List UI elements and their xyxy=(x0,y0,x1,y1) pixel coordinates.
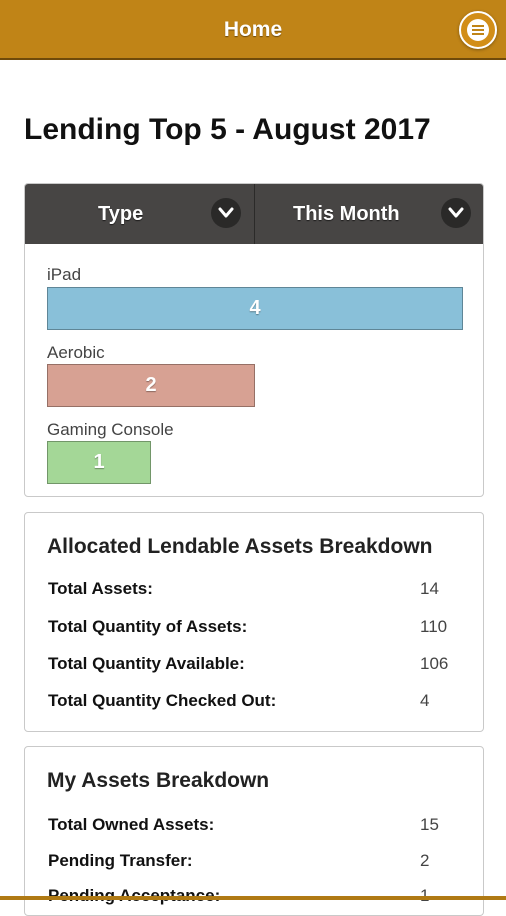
menu-icon-inner xyxy=(467,19,489,41)
stat-value: 1 xyxy=(420,886,429,906)
stat-label: Total Assets: xyxy=(48,579,153,598)
stat-label: Total Quantity Checked Out: xyxy=(48,691,277,710)
lending-chart-panel: Type This Month iPad 4 Aerobic 2 Gaming … xyxy=(24,183,484,497)
stat-label: Total Quantity of Assets: xyxy=(48,617,248,636)
menu-line xyxy=(472,29,484,31)
app-header: Home xyxy=(0,0,506,60)
page-title: Lending Top 5 - August 2017 xyxy=(24,113,431,146)
stat-value: 14 xyxy=(420,579,439,598)
chart-bar: 2 xyxy=(47,364,255,407)
stat-value: 2 xyxy=(420,851,430,870)
stat-value: 106 xyxy=(420,654,449,673)
chevron-down-icon xyxy=(211,198,241,228)
stat-label: Pending Transfer: xyxy=(48,851,193,870)
chart-bar: 1 xyxy=(47,441,151,484)
type-selector[interactable]: Type xyxy=(25,184,254,244)
header-title: Home xyxy=(223,18,283,41)
my-assets-card: My Assets Breakdown Total Owned Assets: … xyxy=(24,746,484,916)
type-selector-label: Type xyxy=(98,203,144,225)
allocated-card-title: Allocated Lendable Assets Breakdown xyxy=(47,535,433,558)
hamburger-menu-icon[interactable] xyxy=(459,11,497,49)
chart-bar: 4 xyxy=(47,287,463,330)
menu-line xyxy=(472,33,484,35)
stat-label: Total Owned Assets: xyxy=(48,815,215,834)
my-assets-card-title: My Assets Breakdown xyxy=(47,769,270,792)
filter-bar: Type This Month xyxy=(25,184,483,244)
period-selector-label: This Month xyxy=(293,203,400,225)
bar-category-label: Gaming Console xyxy=(47,420,174,439)
stat-value: 110 xyxy=(420,617,448,636)
bar-category-label: Aerobic xyxy=(47,343,105,362)
stat-value: 4 xyxy=(420,691,430,710)
menu-line xyxy=(472,25,484,27)
bar-category-label: iPad xyxy=(47,265,82,284)
filter-divider xyxy=(254,184,255,244)
bottom-edge-strip xyxy=(0,896,506,900)
chevron-down-icon xyxy=(441,198,471,228)
stat-value: 15 xyxy=(420,815,439,834)
period-selector[interactable]: This Month xyxy=(255,184,483,244)
allocated-assets-card: Allocated Lendable Assets Breakdown Tota… xyxy=(24,512,484,732)
stat-label: Total Quantity Available: xyxy=(48,654,245,673)
